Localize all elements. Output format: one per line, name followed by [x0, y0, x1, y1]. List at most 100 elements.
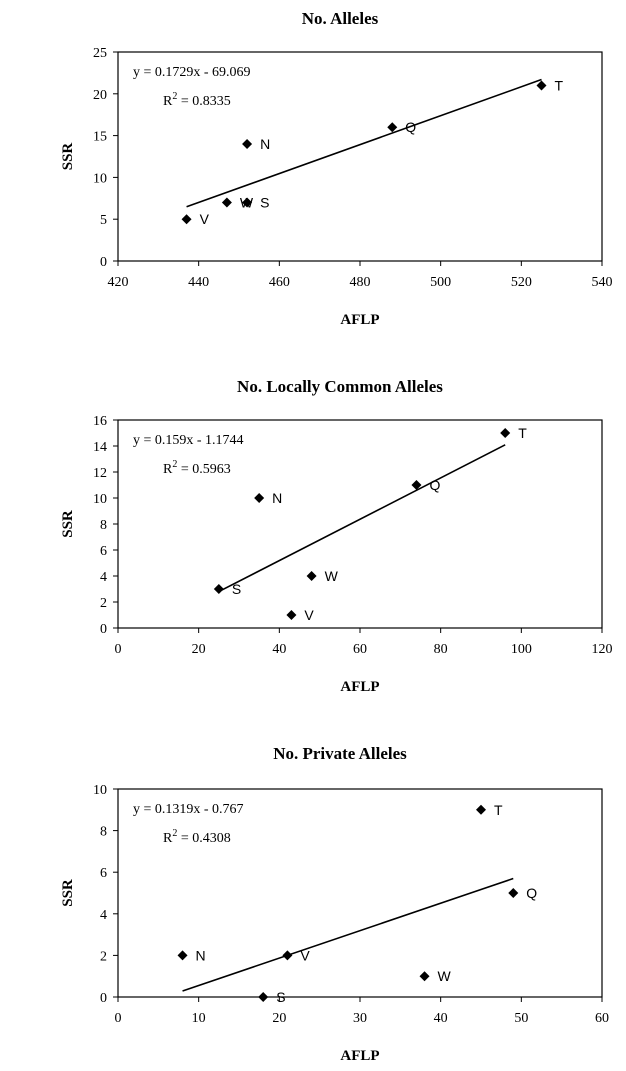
- x-tick-label: 20: [192, 642, 206, 657]
- x-tick-label: 540: [592, 275, 613, 290]
- data-point-t: [476, 804, 486, 815]
- y-tick-label: 10: [93, 171, 107, 186]
- point-label: N: [272, 490, 282, 506]
- chart-panel-2: No. Locally Common Alleles 0 2 4 6 8 10 12 14 16 0…: [0, 368, 626, 713]
- y-tick-label: 20: [93, 88, 107, 103]
- data-point-n: [254, 493, 265, 503]
- trendline-equation: y = 0.159x - 1.1744: [133, 433, 244, 448]
- x-tick-label: 500: [430, 275, 451, 290]
- y-tick-label: 2: [100, 596, 107, 611]
- data-point-n: [242, 138, 253, 149]
- y-tick-label: 25: [93, 46, 107, 61]
- x-tick-label: 60: [595, 1011, 609, 1026]
- point-label: W: [325, 568, 339, 584]
- x-tick-label: 120: [592, 642, 613, 657]
- x-tick-label: 30: [353, 1011, 367, 1026]
- x-tick-label: 0: [115, 1011, 122, 1026]
- x-tick-label: 100: [511, 642, 532, 657]
- x-tick-label: 420: [108, 275, 129, 290]
- chart-panel-1: No. Alleles 0 5 10 15 20 25 420 440 460 480 500 520 5…: [0, 0, 626, 355]
- point-label: Q: [405, 119, 416, 135]
- trendline: [218, 444, 506, 593]
- x-tick-label: 60: [353, 642, 367, 657]
- x-tick-label: 10: [192, 1011, 206, 1026]
- y-tick-label: 0: [100, 991, 107, 1006]
- trendline-equation: y = 0.1319x - 0.767: [133, 802, 244, 817]
- data-point-w: [419, 971, 430, 982]
- x-axis-label: AFLP: [340, 679, 379, 695]
- point-label: W: [438, 968, 452, 984]
- trendline-equation: y = 0.1729x - 69.069: [133, 65, 251, 80]
- point-label: S: [232, 581, 241, 597]
- r-squared-label: R2 = 0.4308: [163, 828, 231, 846]
- data-point-q: [411, 480, 422, 490]
- r-squared-label: R2 = 0.8335: [163, 91, 231, 109]
- point-label: T: [518, 425, 527, 441]
- y-tick-label: 8: [100, 518, 107, 533]
- y-axis-label: SSR: [60, 510, 76, 538]
- data-point-t: [536, 80, 547, 91]
- x-tick-label: 480: [350, 275, 371, 290]
- point-label: V: [300, 947, 310, 963]
- x-tick-label: 440: [188, 275, 209, 290]
- chart-title: No. Private Alleles: [273, 744, 407, 763]
- point-label: T: [555, 77, 564, 93]
- x-tick-label: 50: [514, 1011, 528, 1026]
- y-tick-label: 14: [93, 440, 107, 455]
- chart-svg: No. Alleles 0 5 10 15 20 25 420 440 460 480 500 520 5…: [60, 9, 613, 328]
- x-tick-label: 460: [269, 275, 290, 290]
- y-tick-label: 0: [100, 622, 107, 637]
- x-tick-label: 40: [434, 1011, 448, 1026]
- y-tick-label: 4: [100, 908, 107, 923]
- y-tick-label: 0: [100, 255, 107, 270]
- x-tick-label: 20: [272, 1011, 286, 1026]
- data-point-q: [387, 122, 398, 133]
- point-label: N: [260, 136, 270, 152]
- y-tick-label: 6: [100, 544, 107, 559]
- chart-title: No. Locally Common Alleles: [237, 377, 443, 396]
- chart-svg: No. Private Alleles 0 2 4 6 8 10 0 10 20 30 40 50 60 A…: [60, 744, 609, 1064]
- point-label: V: [304, 607, 314, 623]
- point-label: S: [260, 194, 269, 210]
- y-tick-label: 5: [100, 213, 107, 228]
- x-tick-label: 80: [434, 642, 448, 657]
- plot-frame: [117, 419, 603, 629]
- y-tick-label: 10: [93, 783, 107, 798]
- point-label: S: [276, 989, 285, 1005]
- data-point-v: [282, 950, 293, 961]
- chart-title: No. Alleles: [302, 9, 379, 28]
- data-point-v: [181, 214, 192, 225]
- y-tick-label: 10: [93, 492, 107, 507]
- data-point-s: [242, 197, 253, 208]
- data-point-v: [286, 610, 297, 620]
- data-point-s: [258, 992, 269, 1002]
- y-tick-label: 2: [100, 949, 107, 964]
- point-label: Q: [526, 885, 537, 901]
- y-tick-label: 16: [93, 414, 107, 429]
- data-point-n: [177, 950, 188, 961]
- y-tick-label: 15: [93, 130, 107, 145]
- point-label: T: [494, 802, 503, 818]
- data-point-t: [500, 428, 511, 438]
- trendline: [186, 78, 542, 208]
- r-squared-label: R2 = 0.5963: [163, 459, 231, 477]
- y-axis-label: SSR: [60, 879, 76, 907]
- point-label: Q: [429, 477, 440, 493]
- chart-svg: No. Locally Common Alleles 0 2 4 6 8 10 12 14 16 0…: [60, 377, 613, 695]
- x-tick-label: 520: [511, 275, 532, 290]
- data-point-s: [213, 584, 224, 594]
- data-point-q: [508, 888, 519, 898]
- trendline: [182, 877, 514, 992]
- y-tick-label: 6: [100, 866, 107, 881]
- data-point-w: [221, 197, 232, 208]
- point-label: N: [196, 947, 206, 963]
- data-point-w: [306, 571, 317, 581]
- x-axis-label: AFLP: [340, 312, 379, 328]
- y-tick-label: 4: [100, 570, 107, 585]
- x-tick-label: 0: [115, 642, 122, 657]
- y-tick-label: 8: [100, 825, 107, 840]
- x-axis-label: AFLP: [340, 1048, 379, 1064]
- y-tick-label: 12: [93, 466, 107, 481]
- chart-panel-3: No. Private Alleles 0 2 4 6 8 10 0 10 20 30 40 50 60 A…: [0, 735, 626, 1066]
